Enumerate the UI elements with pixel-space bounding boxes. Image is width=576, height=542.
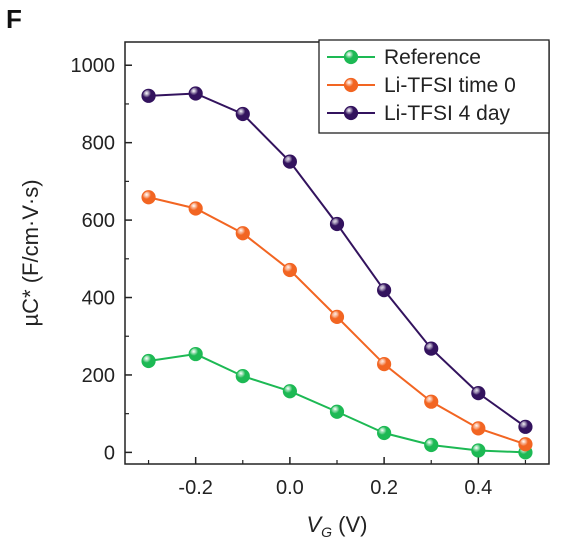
data-point [282,384,297,399]
data-point [141,190,156,205]
x-axis: -0.2 0.0 0.2 0.4 [147,457,527,499]
y-tick-label: 0 [104,442,115,464]
data-point [471,386,486,401]
y-tick-label: 400 [82,288,115,310]
legend-label: Li-TFSI 4 day [384,102,511,125]
series-layer [141,86,533,460]
y-tick-label: 800 [82,133,115,155]
data-point [188,346,203,362]
legend: Reference Li-TFSI time 0 Li-TFSI 4 day [318,39,550,134]
data-point [424,394,439,409]
legend-label: Reference [384,46,481,69]
data-point [471,421,486,436]
legend-label: Li-TFSI time 0 [384,74,516,97]
x-tick-label: -0.2 [178,477,212,499]
y-tick-label: 1000 [71,55,116,77]
x-axis-label: VG (V) [306,512,367,540]
data-point [188,201,203,216]
y-tick-label: 600 [82,210,115,232]
legend-marker [343,77,359,93]
x-axis-label-sub: G [321,524,332,540]
data-point [282,154,297,169]
data-point [141,353,156,369]
y-tick-label: 200 [82,365,115,387]
data-point [424,437,439,453]
data-point [235,106,250,122]
data-point [518,437,533,452]
data-point [471,443,486,458]
x-tick-label: 0.2 [370,477,398,499]
data-point [377,425,392,441]
data-point [329,216,345,232]
x-axis-label-unit: (V) [332,512,367,537]
data-point [377,283,392,298]
x-tick-label: 0.4 [464,477,492,499]
data-point [188,86,203,101]
data-point [235,369,250,384]
data-point [518,419,533,434]
y-axis: 0 200 400 600 800 1000 [71,55,132,464]
x-axis-label-var: V [306,512,323,537]
data-point [282,262,297,278]
legend-marker [343,49,359,65]
x-tick-label: 0.0 [276,477,304,499]
y-axis-label: µC* (F/cm·V·s) [18,179,43,326]
panel-letter: F [6,4,22,34]
data-point [329,404,345,419]
data-point [235,226,250,241]
data-point [424,341,439,356]
series-line [148,353,526,454]
series-line [148,92,527,428]
legend-marker [343,105,359,121]
data-point [329,309,345,324]
data-point [377,357,392,372]
data-point [141,88,156,103]
